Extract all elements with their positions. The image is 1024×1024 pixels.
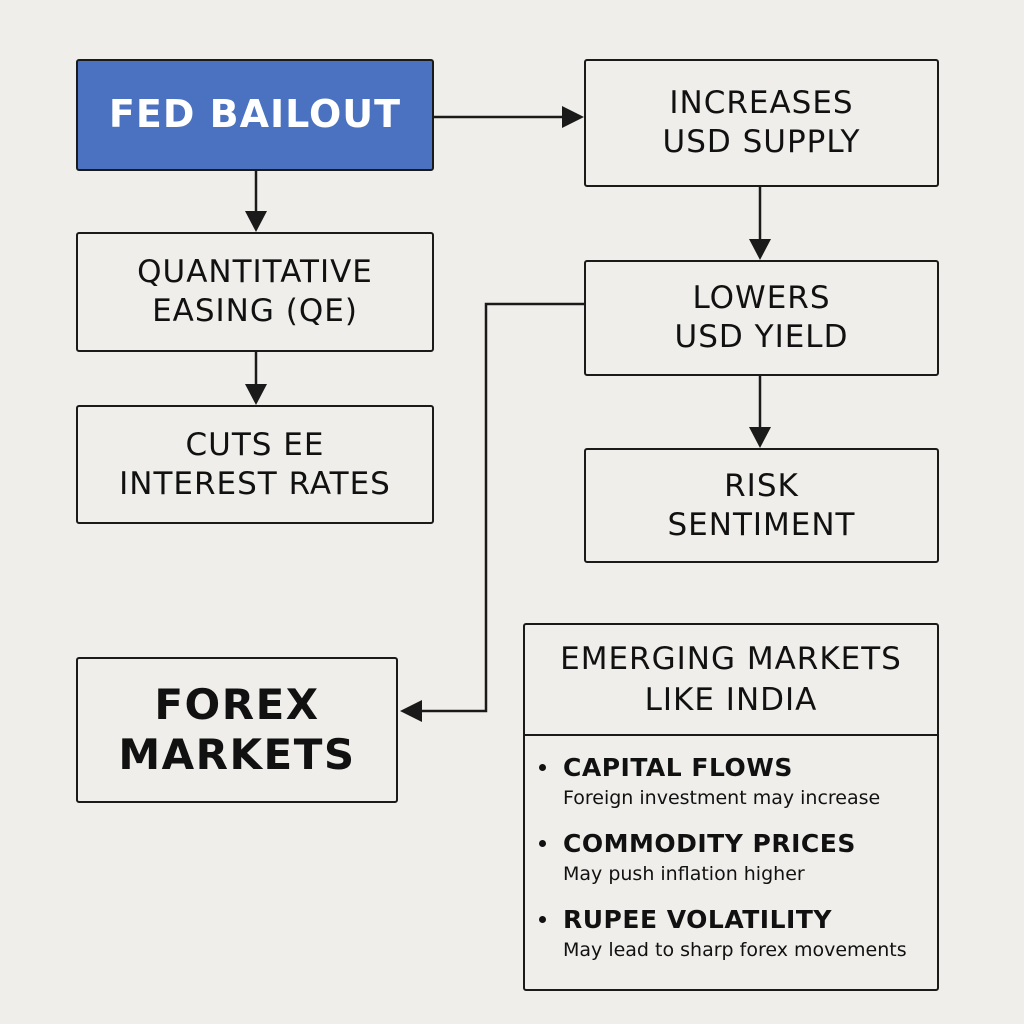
node-label: FED BAILOUT [108,92,402,137]
arrowhead-usd-yield [749,239,771,260]
item-description: May push inflation higher [563,863,805,886]
node-increases-usd-supply: INCREASES USD SUPPLY [584,59,939,187]
node-label: SENTIMENT [667,506,856,543]
node-lowers-usd-yield: LOWERS USD YIELD [584,260,939,376]
node-label: MARKETS [118,730,356,779]
emerging-markets-item-rupee-volatility: RUPEE VOLATILITY May lead to sharp forex… [525,904,937,964]
node-label: RISK [724,467,799,504]
bullet-icon [539,839,546,847]
emerging-markets-item-commodity-prices: COMMODITY PRICES May push inflation high… [525,828,937,888]
header-line: LIKE INDIA [644,681,818,718]
arrowhead-forex [400,700,422,722]
item-title: RUPEE VOLATILITY [563,904,832,934]
bullet-icon [539,764,546,771]
arrowhead-qe [245,211,267,232]
node-cuts-interest-rates: CUTS EE INTEREST RATES [76,405,434,524]
node-label: INTEREST RATES [119,465,391,502]
arrowhead-usd-supply [562,106,584,128]
node-label: LOWERS [692,280,831,317]
node-label: EASING (QE) [152,293,358,329]
bullet-icon [539,915,546,923]
item-description: Foreign investment may increase [563,787,881,810]
arrowhead-risk [749,427,771,448]
node-label: INCREASES [669,85,854,122]
item-description: May lead to sharp forex movements [563,938,907,961]
emerging-markets-header: EMERGING MARKETS LIKE INDIA [525,625,937,736]
node-risk-sentiment: RISK SENTIMENT [584,448,939,563]
header-line: EMERGING MARKETS [560,641,902,678]
node-label: CUTS EE [185,426,325,463]
node-forex-markets: FOREX MARKETS [76,657,398,803]
node-quantitative-easing: QUANTITATIVE EASING (QE) [76,232,434,352]
node-label: USD YIELD [674,319,849,355]
emerging-markets-item-capital-flows: CAPITAL FLOWS Foreign investment may inc… [525,752,937,812]
node-emerging-markets: EMERGING MARKETS LIKE INDIA CAPITAL FLOW… [523,623,939,991]
arrowhead-cuts [245,384,267,405]
node-fed-bailout: FED BAILOUT [76,59,434,171]
item-title: CAPITAL FLOWS [563,753,793,782]
node-label: FOREX [154,679,320,729]
node-label: USD SUPPLY [662,124,861,160]
item-title: COMMODITY PRICES [563,828,856,858]
node-label: QUANTITATIVE [137,254,373,291]
